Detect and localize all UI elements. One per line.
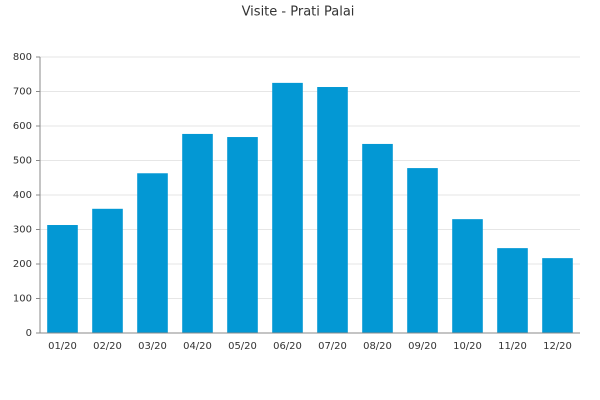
y-tick-label: 700 <box>13 87 32 98</box>
bar <box>47 225 78 333</box>
y-tick-label: 800 <box>13 52 32 63</box>
bar <box>362 143 393 333</box>
y-tick-label: 400 <box>13 190 32 201</box>
x-tick-label: 12/20 <box>543 341 572 352</box>
y-tick-label: 300 <box>13 225 32 236</box>
x-tick-label: 10/20 <box>453 341 482 352</box>
y-tick-label: 600 <box>13 121 32 132</box>
bar <box>497 248 528 333</box>
bar <box>182 133 213 333</box>
bar <box>227 137 258 333</box>
bar <box>272 82 303 333</box>
x-tick-label: 11/20 <box>498 341 527 352</box>
x-tick-label: 08/20 <box>363 341 392 352</box>
bar <box>137 173 168 333</box>
y-tick-label: 200 <box>13 259 32 270</box>
x-tick-label: 06/20 <box>273 341 302 352</box>
x-tick-label: 07/20 <box>318 341 347 352</box>
x-tick-label: 04/20 <box>183 341 212 352</box>
x-tick-label: 05/20 <box>228 341 257 352</box>
y-tick-label: 100 <box>13 294 32 305</box>
x-tick-label: 02/20 <box>93 341 122 352</box>
bar <box>317 87 348 333</box>
bar <box>407 168 438 333</box>
x-tick-label: 03/20 <box>138 341 167 352</box>
chart-title: Visite - Prati Palai <box>242 5 355 20</box>
y-tick-label: 500 <box>13 156 32 167</box>
bar <box>542 258 573 333</box>
bar <box>92 208 123 333</box>
y-tick-label: 0 <box>26 328 32 339</box>
bar <box>452 219 483 333</box>
x-tick-label: 09/20 <box>408 341 437 352</box>
x-tick-label: 01/20 <box>48 341 77 352</box>
